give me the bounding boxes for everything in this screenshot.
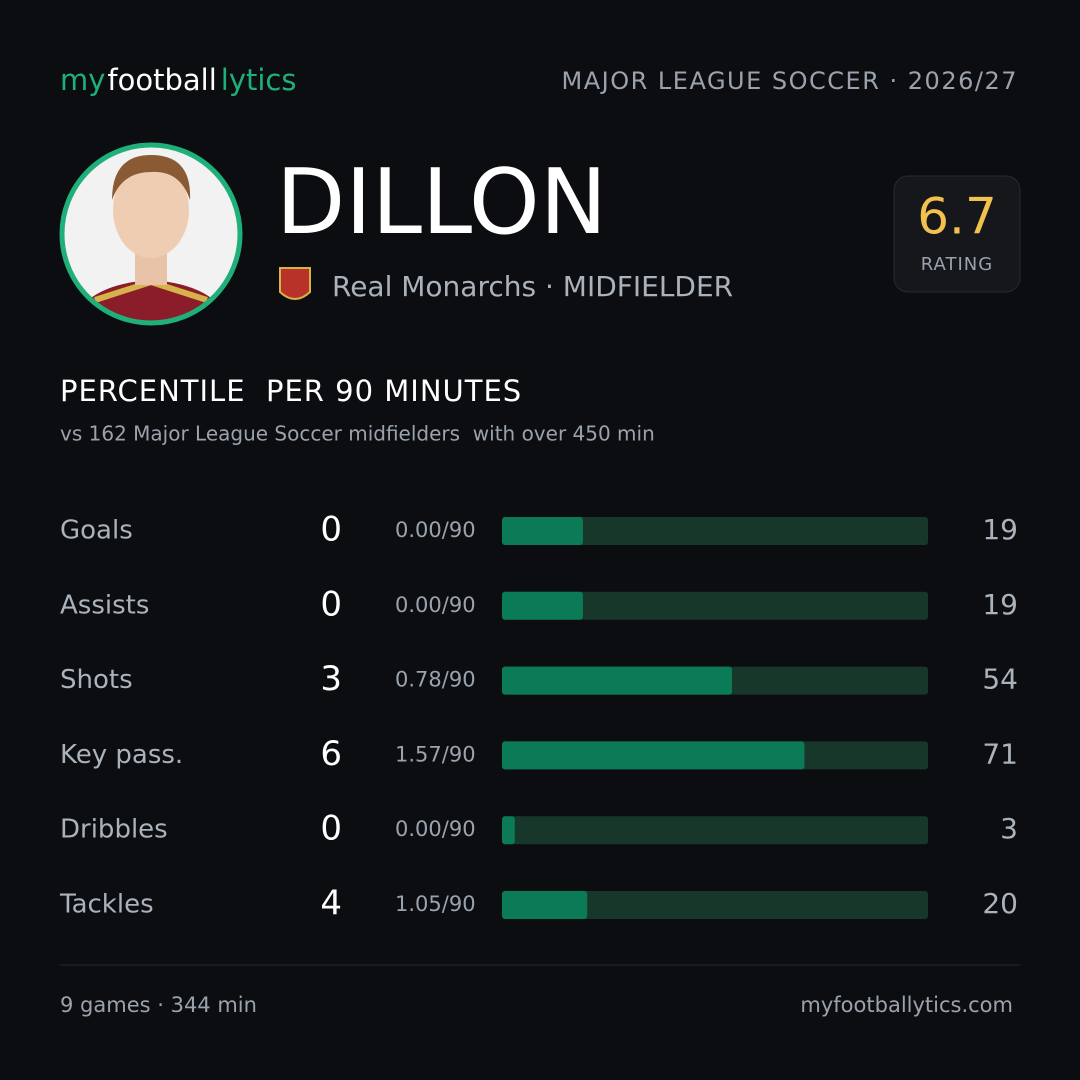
logo-part: lytics: [221, 63, 297, 97]
bar: [502, 816, 515, 845]
stat-total: 3: [320, 659, 342, 699]
stat-percentile: 19: [982, 513, 1018, 546]
bar-track: [502, 591, 928, 620]
rating-label: RATING: [921, 254, 993, 275]
bar: [502, 891, 588, 919]
bar: [502, 517, 583, 545]
stat-per90: 0.00/90: [395, 817, 476, 841]
stat-total: 0: [320, 510, 342, 550]
footer-site: myfootballytics.com: [800, 993, 1013, 1017]
player-name: DILLON: [276, 150, 607, 255]
stat-percentile: 54: [982, 663, 1018, 696]
stat-total: 4: [320, 884, 342, 924]
logo-part: football: [107, 63, 216, 97]
stat-percentile: 3: [1000, 812, 1018, 845]
stat-per90: 0.00/90: [395, 593, 476, 617]
stat-label: Assists: [60, 590, 149, 620]
rating: 6.7: [917, 188, 997, 246]
stat-label: Tackles: [59, 890, 154, 920]
stat-label: Key pass.: [60, 740, 183, 770]
logo: myfootball lytics: [60, 63, 296, 97]
bar: [502, 591, 583, 620]
stats: Goals 0 0.00/90 19 Assists 0 0.00/90 19 Shots 3 0.…: [59, 510, 1018, 924]
section-title: PERCENTILE PER 90 MINUTES: [60, 374, 522, 408]
team-crest: [279, 267, 311, 300]
stat-label: Shots: [60, 665, 133, 695]
stat-per90: 0.00/90: [395, 518, 476, 542]
stat-percentile: 19: [982, 588, 1018, 621]
stat-per90: 0.78/90: [395, 668, 476, 692]
stat-total: 0: [320, 809, 342, 849]
stat-total: 6: [320, 734, 342, 774]
player-photo: [59, 142, 243, 326]
stat-percentile: 71: [982, 737, 1018, 770]
section-subtitle: vs 162 Major League Soccer midfielders w…: [60, 422, 655, 446]
stat-total: 0: [320, 584, 342, 624]
stat-percentile: 20: [982, 887, 1018, 920]
rating-box: [893, 175, 1021, 293]
bar-track: [502, 517, 928, 545]
stat-label: Goals: [60, 516, 133, 546]
stat-per90: 1.05/90: [395, 892, 476, 916]
league: MAJOR LEAGUE SOCCER · 2026/27: [562, 67, 1018, 95]
stat-label: Dribbles: [60, 815, 168, 845]
logo-part: my: [60, 63, 105, 97]
footer-summary: 9 games · 344 min: [60, 993, 257, 1017]
bar: [502, 666, 733, 695]
bar-track: [502, 891, 928, 919]
team-position: Real Monarchs · MIDFIELDER: [332, 270, 733, 303]
stat-per90: 1.57/90: [395, 742, 476, 766]
bar-track: [502, 816, 928, 845]
bar: [502, 741, 805, 770]
